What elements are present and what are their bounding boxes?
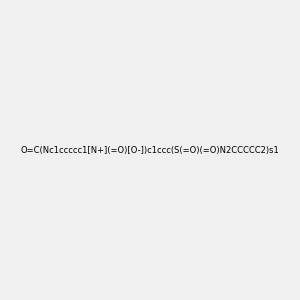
Text: O=C(Nc1ccccc1[N+](=O)[O-])c1ccc(S(=O)(=O)N2CCCCC2)s1: O=C(Nc1ccccc1[N+](=O)[O-])c1ccc(S(=O)(=O… xyxy=(21,146,279,154)
